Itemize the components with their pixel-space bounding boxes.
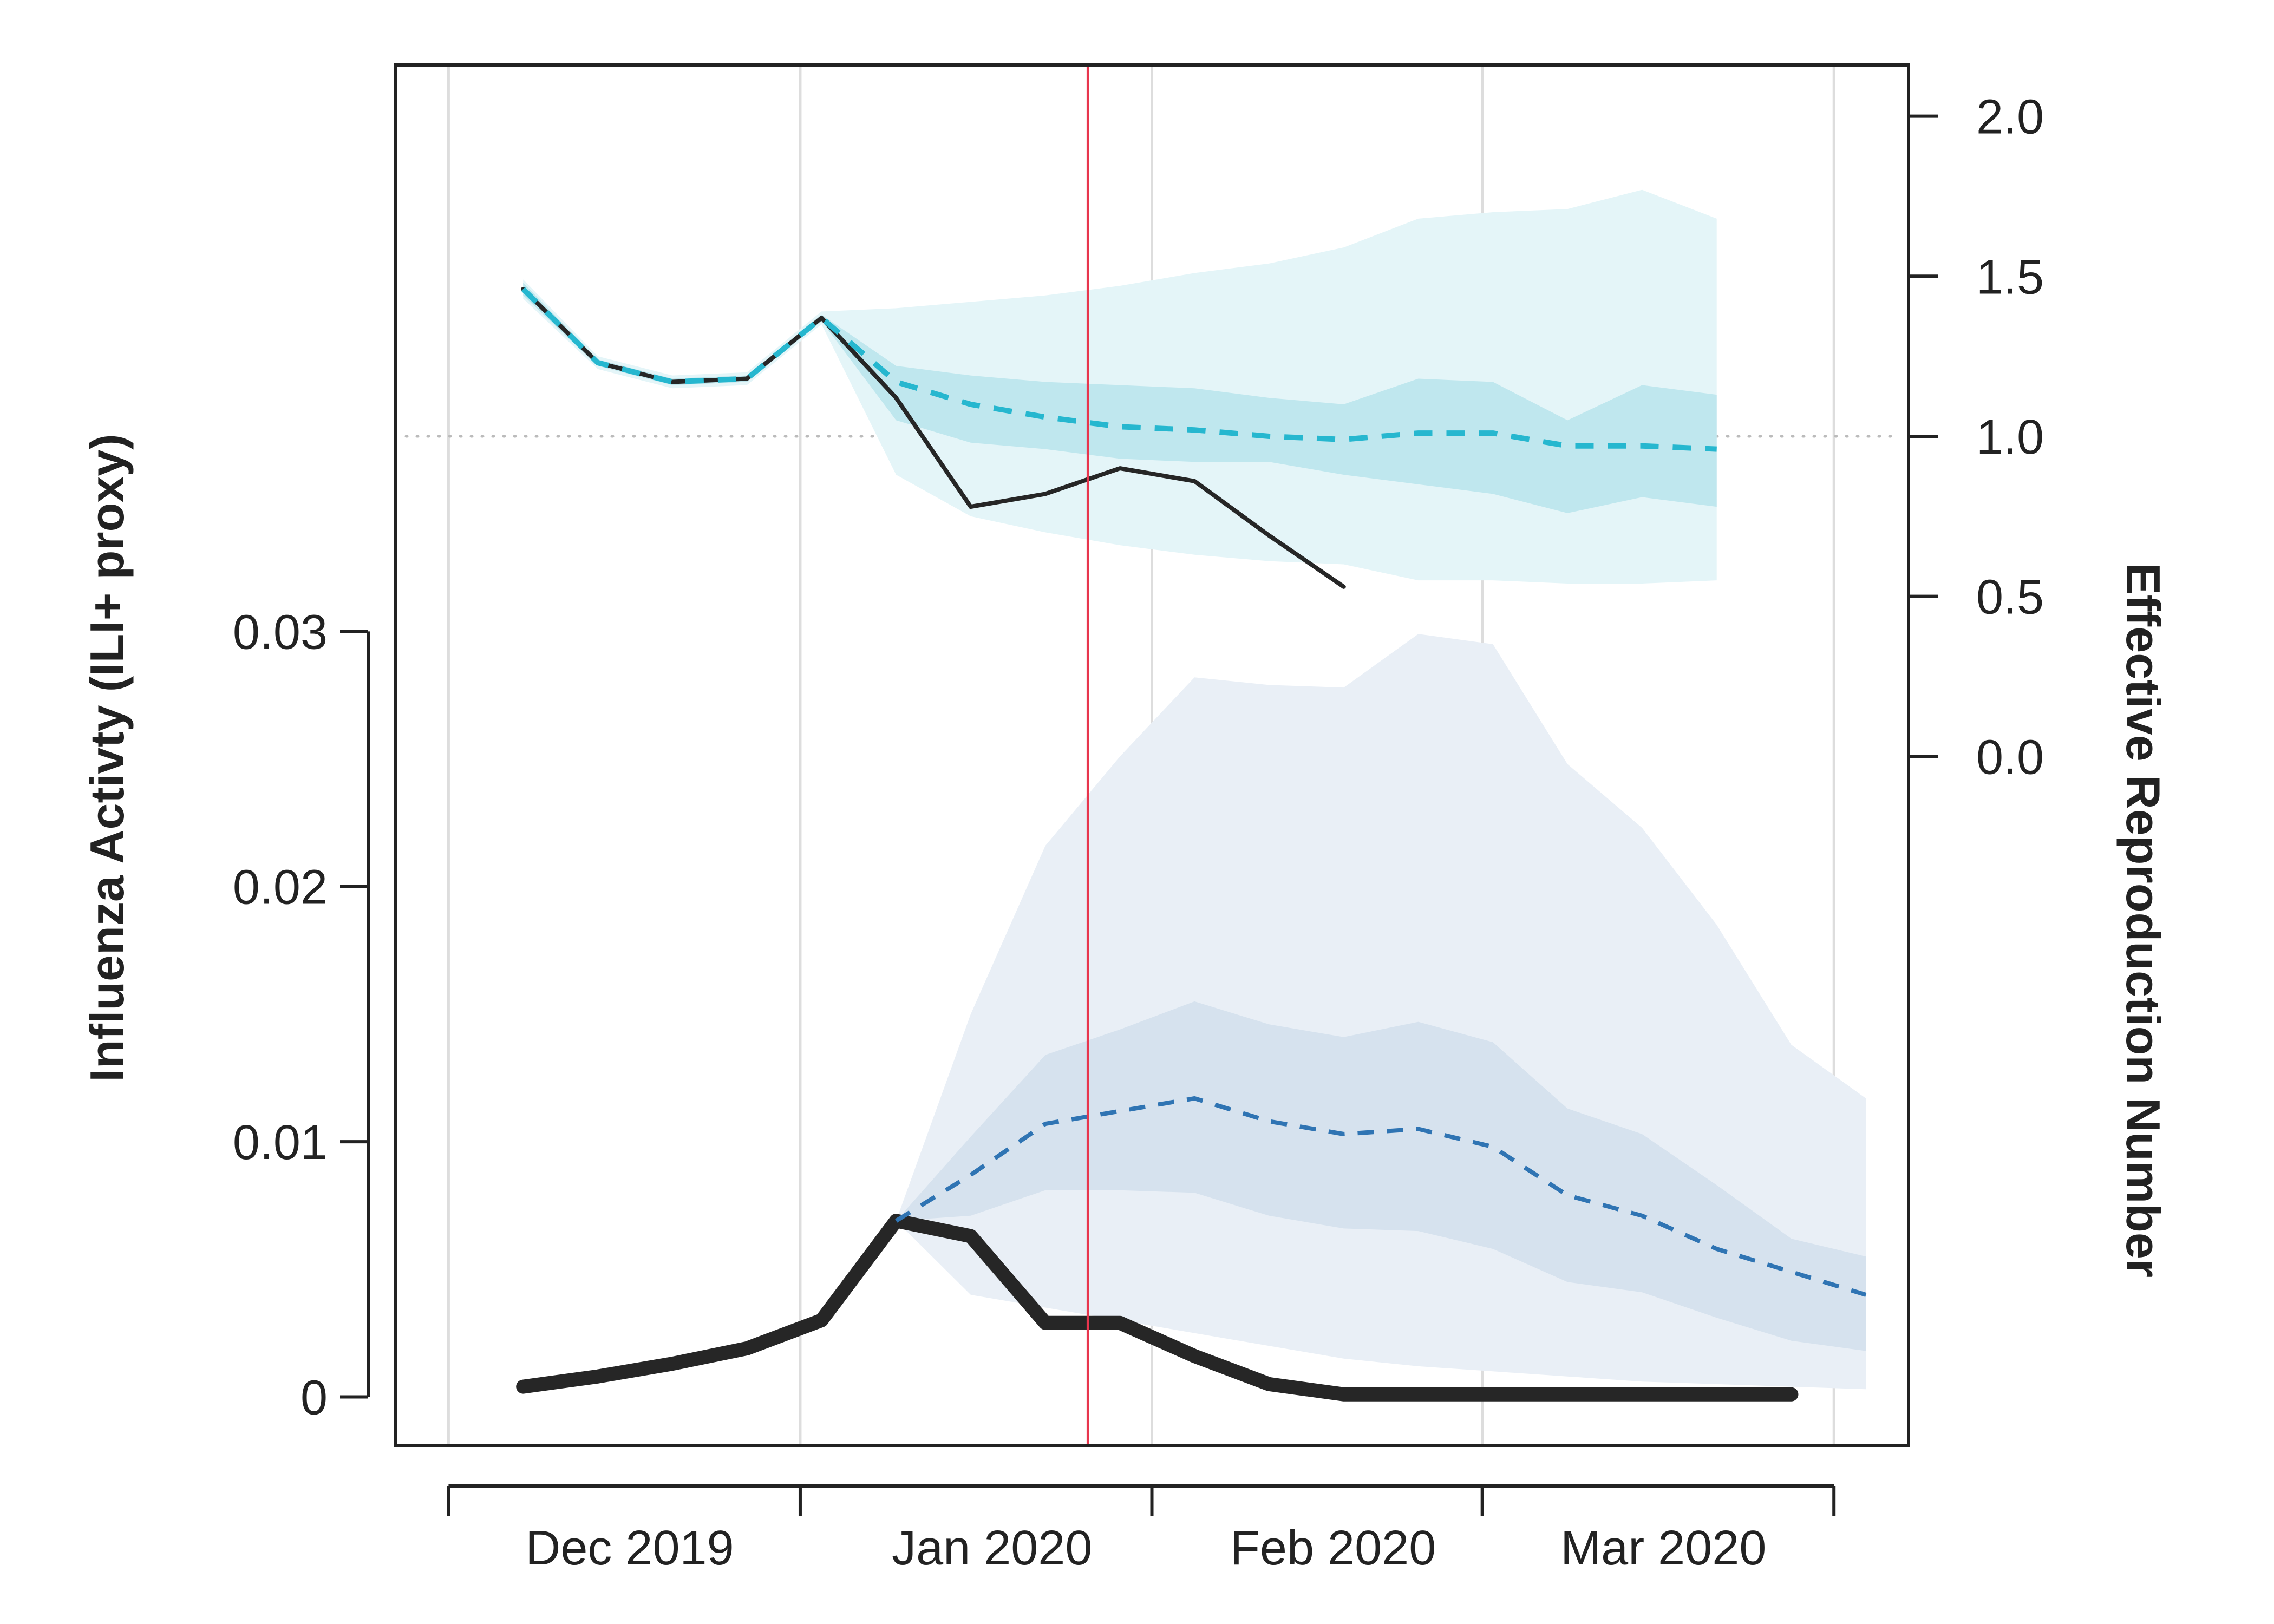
y-right-tick-label: 1.0 [1976,410,2044,464]
y-right-tick-label: 2.0 [1976,90,2044,145]
x-tick-label: Jan 2020 [892,1521,1092,1575]
rt-forecast-line [521,287,1717,452]
x-tick-label: Dec 2019 [525,1521,734,1575]
activity-band-inner [896,1001,1866,1351]
y-right-axis-title: Effective Reproduction Number [2116,563,2170,1278]
y-left-axis-title: Influenza Activty (ILI+ proxy) [80,434,134,1082]
y-left-tick-label: 0.03 [233,605,328,659]
series-lines [516,287,1867,1402]
x-tick-label: Mar 2020 [1560,1521,1766,1575]
axes: Dec 2019 Jan 2020 Feb 2020 Mar 2020 0 0.01 0.0… [233,90,2044,1575]
y-left-tick-label: 0.02 [233,861,328,915]
activity-observed-line [516,1214,1799,1402]
y-right-tick-label: 0.5 [1976,571,2044,625]
rt-band-inner [523,283,1717,513]
y-right-tick-label: 1.5 [1976,250,2044,304]
activity-forecast-line [895,1096,1867,1297]
uncertainty-bands [523,189,1866,1390]
y-left-tick-label: 0.01 [233,1116,328,1170]
x-tick-label: Feb 2020 [1230,1521,1436,1575]
y-right-tick-label: 0.0 [1976,730,2044,784]
y-left-tick-label: 0 [300,1371,328,1425]
